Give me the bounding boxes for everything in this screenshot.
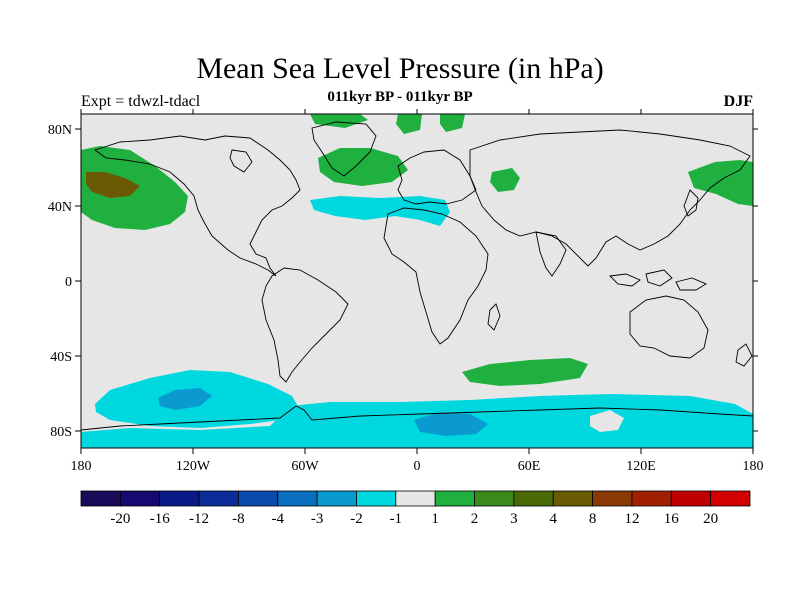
lon-tick-label: 180 [71, 459, 92, 474]
experiment-label: Expt = tdwzl-tdacl [81, 93, 201, 110]
coast-south-america [261, 267, 349, 383]
coast-madagascar [487, 303, 501, 331]
coast-japan [683, 189, 699, 217]
colorbar-box [277, 490, 318, 507]
colorbar-label: -3 [311, 511, 324, 527]
colorbar-label: 12 [624, 511, 639, 527]
coast-antarctica [81, 405, 753, 431]
coast-africa [383, 207, 489, 345]
colorbar-label: 3 [510, 511, 518, 527]
colorbar-labels: -20 -16 -12 -8 -4 -3 -2 -1 1 2 3 4 8 12 16 20 [110, 511, 718, 527]
anomaly-southern-ocean-core [414, 412, 488, 436]
anomaly-southern-pacific-core [158, 388, 212, 410]
anomaly-gap [590, 410, 624, 432]
coast-asia [469, 129, 751, 267]
coast-hudson-bay [229, 149, 253, 173]
anomaly-greenland-sea [318, 148, 408, 186]
lon-tick-label: 60W [291, 459, 319, 474]
colorbar-box [198, 490, 239, 507]
coastlines [81, 121, 753, 431]
colorbar-box [238, 490, 279, 507]
colorbar-label: 1 [431, 511, 439, 527]
lat-tick-label: 80S [50, 425, 72, 440]
coast-europe [397, 149, 477, 205]
colorbar-box [592, 490, 633, 507]
colorbar-box [119, 490, 161, 507]
lat-tick-label: 80N [48, 123, 72, 138]
anomaly-south-indian [462, 358, 588, 386]
map-subtitle: 011kyr BP - 011kyr BP [327, 89, 473, 105]
colorbar-box [631, 490, 672, 507]
colorbar-label: 4 [549, 511, 557, 527]
colorbar-label: 2 [471, 511, 479, 527]
colorbar-label: 16 [664, 511, 680, 527]
anomaly-siberia [490, 168, 520, 192]
lon-tick-label: 0 [414, 459, 421, 474]
colorbar-label: -20 [110, 511, 130, 527]
colorbar-label: 20 [703, 511, 718, 527]
colorbar-box [552, 490, 593, 507]
lon-tick-label: 60E [518, 459, 541, 474]
colorbar-label: -2 [350, 511, 363, 527]
lat-tick-label: 40N [48, 200, 72, 215]
colorbar-box [474, 490, 515, 507]
lon-tick-label: 120E [626, 459, 656, 474]
colorbar-box [316, 490, 357, 507]
colorbar-box [710, 490, 751, 507]
colorbar-box [513, 490, 554, 507]
anomaly-north-pacific-core [86, 172, 140, 198]
anomaly-arctic-3 [440, 114, 465, 132]
coast-indonesia [609, 269, 707, 291]
lon-tick-label: 120W [176, 459, 211, 474]
colorbar-box [356, 490, 397, 507]
colorbar-label: -12 [189, 511, 209, 527]
map-axes: 180 120W 60W 0 60E 120E 180 80N 40N 0 40S 80S [48, 109, 764, 474]
colorbar-label: 8 [589, 511, 597, 527]
colorbar-label: -4 [272, 511, 285, 527]
coast-north-america [94, 135, 301, 277]
colorbar-label: -16 [150, 511, 170, 527]
colorbar-box [80, 490, 121, 507]
colorbar-box [159, 490, 200, 507]
anomaly-arctic-2 [396, 114, 422, 134]
colorbar-box [434, 490, 475, 507]
lat-tick-label: 40S [50, 350, 72, 365]
colorbar-label: -1 [390, 511, 403, 527]
coast-greenland [311, 121, 377, 177]
coast-australia [629, 295, 709, 359]
season-label: DJF [723, 93, 753, 110]
coast-new-zealand [735, 343, 753, 367]
colorbar-box [395, 490, 436, 507]
map-title: Mean Sea Level Pressure (in hPa) [196, 52, 604, 85]
colorbar-box [670, 490, 712, 507]
colorbar-label: -8 [232, 511, 245, 527]
coast-india [535, 231, 567, 277]
lat-tick-label: 0 [65, 275, 72, 290]
colorbar-boxes [80, 490, 751, 507]
lon-tick-label: 180 [743, 459, 764, 474]
